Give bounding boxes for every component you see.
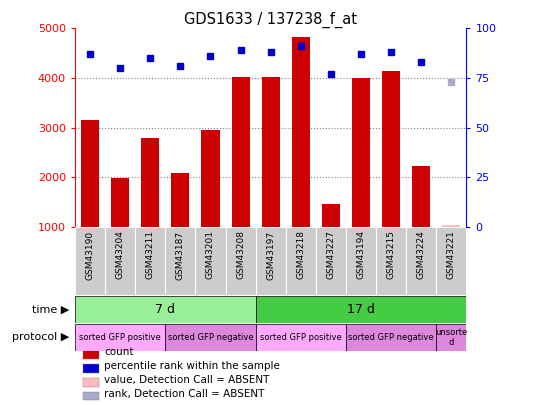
Bar: [322, 204, 340, 227]
Bar: [81, 120, 99, 227]
Text: count: count: [105, 347, 134, 357]
Bar: [202, 130, 220, 227]
FancyBboxPatch shape: [165, 227, 196, 295]
FancyBboxPatch shape: [75, 324, 165, 351]
Text: GSM43221: GSM43221: [447, 230, 456, 279]
Text: protocol ▶: protocol ▶: [12, 332, 70, 342]
FancyBboxPatch shape: [316, 227, 346, 295]
Text: sorted GFP negative: sorted GFP negative: [168, 333, 254, 342]
FancyBboxPatch shape: [376, 227, 406, 295]
Bar: [262, 77, 280, 227]
Bar: [412, 166, 430, 227]
Bar: [442, 225, 460, 227]
Bar: [83, 364, 99, 373]
FancyBboxPatch shape: [436, 324, 466, 351]
Text: GSM43201: GSM43201: [206, 230, 215, 279]
FancyBboxPatch shape: [256, 227, 286, 295]
Text: GSM43204: GSM43204: [116, 230, 125, 279]
Text: 7 d: 7 d: [155, 303, 175, 316]
Text: GSM43194: GSM43194: [356, 230, 366, 279]
Text: GSM43197: GSM43197: [266, 230, 275, 279]
Bar: [83, 350, 99, 359]
Text: sorted GFP positive: sorted GFP positive: [260, 333, 341, 342]
FancyBboxPatch shape: [165, 324, 256, 351]
Bar: [111, 178, 129, 227]
FancyBboxPatch shape: [346, 227, 376, 295]
Text: GSM43187: GSM43187: [176, 230, 185, 279]
Text: sorted GFP negative: sorted GFP negative: [348, 333, 434, 342]
FancyBboxPatch shape: [226, 227, 256, 295]
Text: rank, Detection Call = ABSENT: rank, Detection Call = ABSENT: [105, 389, 265, 399]
FancyBboxPatch shape: [75, 296, 256, 323]
Bar: [172, 173, 189, 227]
Text: GSM43208: GSM43208: [236, 230, 245, 279]
Bar: [142, 138, 159, 227]
FancyBboxPatch shape: [436, 227, 466, 295]
Text: GSM43190: GSM43190: [86, 230, 94, 279]
FancyBboxPatch shape: [75, 227, 105, 295]
FancyBboxPatch shape: [196, 227, 226, 295]
FancyBboxPatch shape: [406, 227, 436, 295]
Bar: [352, 78, 370, 227]
FancyBboxPatch shape: [256, 296, 466, 323]
Bar: [232, 77, 250, 227]
Bar: [292, 37, 310, 227]
FancyBboxPatch shape: [105, 227, 135, 295]
Bar: [83, 377, 99, 386]
FancyBboxPatch shape: [346, 324, 436, 351]
Title: GDS1633 / 137238_f_at: GDS1633 / 137238_f_at: [184, 12, 357, 28]
Bar: [83, 392, 99, 401]
Text: GSM43224: GSM43224: [416, 230, 426, 279]
FancyBboxPatch shape: [256, 324, 346, 351]
Text: GSM43218: GSM43218: [296, 230, 306, 279]
Text: sorted GFP positive: sorted GFP positive: [79, 333, 161, 342]
Text: unsorte
d: unsorte d: [435, 328, 467, 347]
FancyBboxPatch shape: [135, 227, 165, 295]
Text: GSM43215: GSM43215: [386, 230, 396, 279]
FancyBboxPatch shape: [286, 227, 316, 295]
Text: GSM43211: GSM43211: [146, 230, 155, 279]
Text: 17 d: 17 d: [347, 303, 375, 316]
Bar: [382, 70, 400, 227]
Text: time ▶: time ▶: [33, 304, 70, 314]
Text: percentile rank within the sample: percentile rank within the sample: [105, 361, 280, 371]
Text: value, Detection Call = ABSENT: value, Detection Call = ABSENT: [105, 375, 270, 385]
Text: GSM43227: GSM43227: [326, 230, 336, 279]
